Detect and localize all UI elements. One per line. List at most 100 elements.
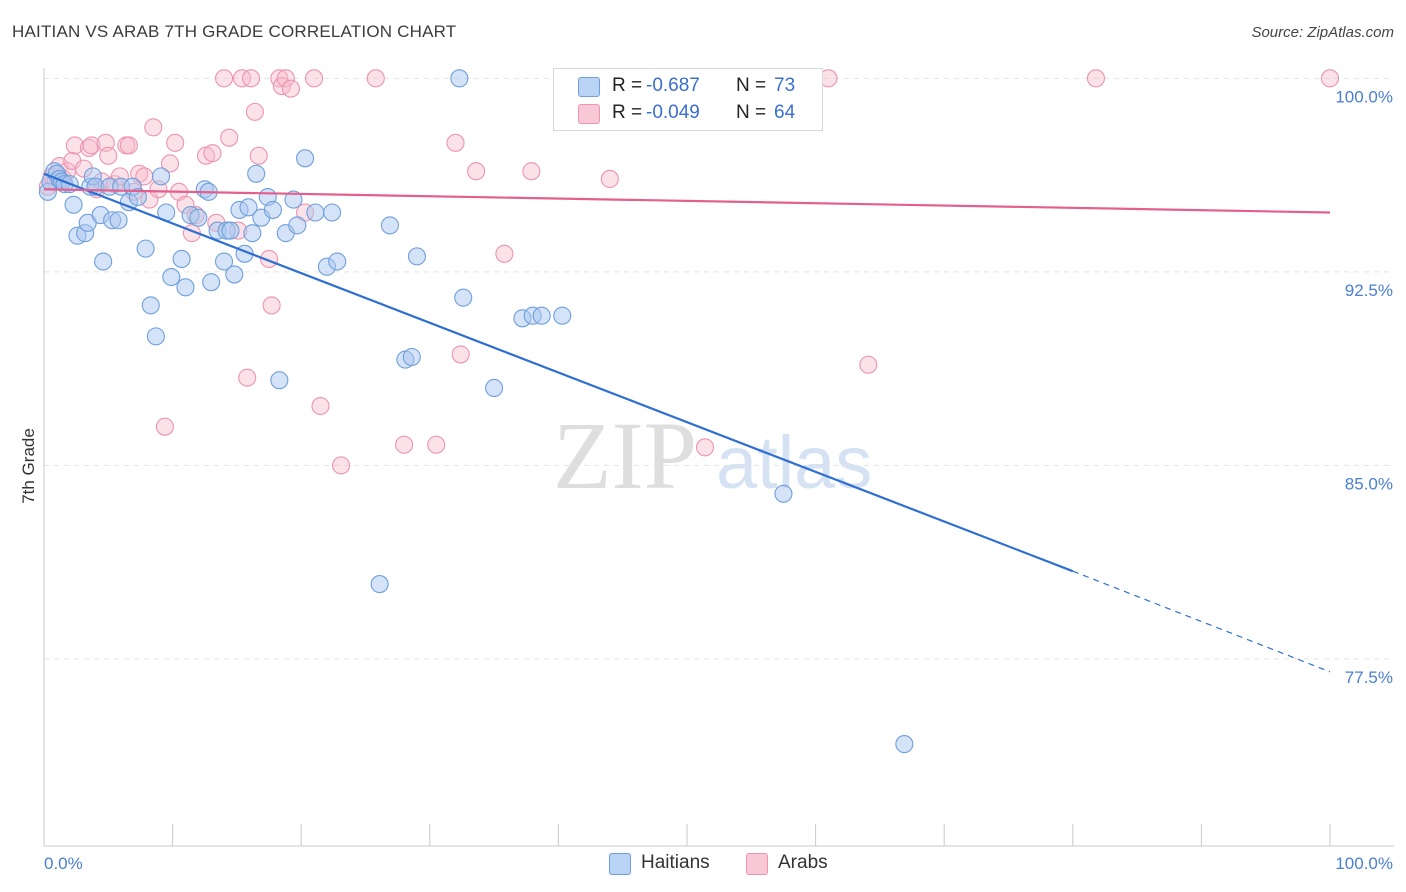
arab-point	[695, 438, 715, 457]
arab-point	[262, 296, 281, 315]
y-axis-label: 7th Grade	[19, 428, 38, 504]
arab-point	[859, 355, 878, 374]
arab-point	[427, 435, 446, 454]
arab-swatch	[746, 853, 768, 875]
arab-point	[395, 435, 414, 454]
arab-point	[1086, 69, 1105, 88]
haitian-point	[221, 221, 240, 240]
n-label: N =	[736, 102, 767, 123]
haitian-point	[141, 296, 160, 315]
arab-point	[241, 69, 261, 88]
y-tick-label: 100.0%	[1335, 87, 1393, 106]
haitian-point	[296, 149, 315, 168]
r-value: -0.687	[646, 75, 700, 96]
haitian-point	[263, 200, 282, 219]
arab-point	[220, 128, 239, 147]
series-legend: Haitians Arabs	[0, 852, 1406, 878]
haitian-point	[247, 164, 266, 183]
arab-point	[522, 162, 541, 181]
arab-point	[119, 136, 138, 155]
y-tick-label: 77.5%	[1345, 668, 1393, 687]
grid-lines	[44, 77, 1394, 660]
haitian-point	[284, 190, 303, 209]
arab-point	[245, 102, 264, 121]
haitian-point	[146, 327, 165, 346]
arab-point	[600, 169, 619, 189]
arab-point	[82, 136, 101, 155]
haitian-point	[109, 211, 128, 230]
r-value: -0.049	[646, 102, 700, 123]
arab-point	[144, 118, 163, 137]
arab-point	[1320, 69, 1340, 88]
haitian-point	[270, 371, 289, 390]
n-value: 73	[774, 75, 796, 96]
haitian-point	[243, 224, 262, 243]
haitian-point	[128, 187, 147, 207]
arab-point	[160, 154, 180, 173]
arab-point	[495, 244, 514, 263]
haitian-point	[239, 198, 258, 217]
n-label: N =	[736, 75, 767, 96]
haitian-trend-line	[43, 172, 1074, 573]
arab-point	[166, 133, 185, 152]
haitian-point	[202, 273, 221, 292]
haitian-point	[176, 278, 195, 297]
x-tick-label: 100.0%	[1335, 854, 1393, 873]
haitian-point	[214, 252, 234, 271]
haitian-point	[370, 575, 389, 594]
y-tick-label: 92.5%	[1345, 281, 1393, 300]
arab-point	[214, 69, 234, 88]
haitian-point	[895, 735, 914, 754]
arab-point	[332, 456, 351, 475]
arab-point	[467, 162, 486, 181]
arab-point	[446, 133, 465, 152]
haitian-trend-extension	[1072, 570, 1331, 673]
arab-swatch	[578, 104, 600, 124]
haitian-point	[162, 267, 181, 287]
haitian-point	[454, 288, 473, 307]
arab-point	[99, 146, 118, 165]
haitian-point	[380, 216, 399, 235]
haitian-point	[94, 252, 113, 271]
source-label: Source: ZipAtlas.com	[1251, 24, 1394, 41]
arab-point	[203, 144, 222, 163]
chart-title: HAITIAN VS ARAB 7TH GRADE CORRELATION CH…	[12, 22, 457, 41]
haitian-point	[532, 306, 551, 325]
haitian-point	[136, 239, 155, 258]
haitian-point	[774, 484, 793, 503]
haitian-point	[402, 347, 421, 367]
haitian-swatch	[578, 77, 600, 97]
haitian-point	[328, 252, 347, 271]
arab-point	[276, 69, 295, 88]
arab-point	[79, 138, 99, 158]
haitian-point	[64, 195, 83, 214]
haitian-swatch	[609, 853, 631, 875]
haitian-point	[189, 208, 208, 227]
arab-point	[311, 396, 330, 416]
x-tick-labels: 0.0% 100.0%	[44, 854, 1393, 873]
r-label: R =	[612, 75, 643, 96]
arab-point	[451, 345, 470, 364]
arab-point	[238, 368, 257, 387]
haitian-point	[172, 249, 191, 269]
arab-trend-line	[43, 188, 1331, 214]
haitian-point	[288, 216, 307, 235]
r-label: R =	[612, 102, 643, 123]
arab-point	[366, 69, 385, 88]
trend-lines	[43, 172, 1331, 673]
legend-label-arabs: Arabs	[778, 852, 828, 873]
haitian-point	[450, 69, 469, 88]
y-tick-labels: 100.0% 92.5% 85.0% 77.5%	[1335, 87, 1393, 687]
legend-label-haitians: Haitians	[641, 852, 710, 873]
haitian-point	[553, 306, 572, 325]
haitian-point	[306, 203, 325, 222]
arab-point	[249, 146, 268, 165]
haitian-point	[485, 378, 504, 398]
arab-point	[305, 69, 324, 88]
haitian-point	[225, 265, 244, 284]
arab-point	[281, 79, 300, 98]
stats-legend: R = -0.687 N = 73 R = -0.049 N = 64	[553, 68, 823, 131]
y-tick-label: 85.0%	[1345, 474, 1393, 493]
haitian-point	[407, 247, 426, 266]
